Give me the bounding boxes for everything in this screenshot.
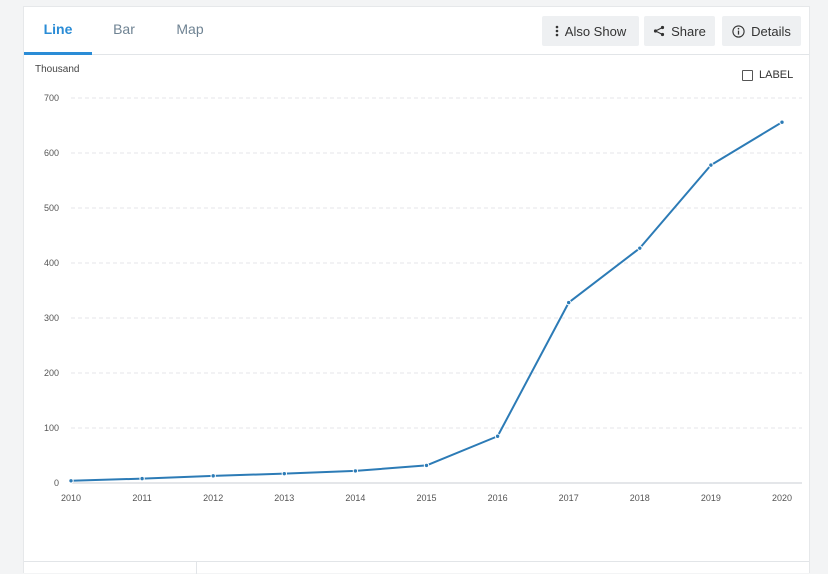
vertical-ellipsis-icon <box>555 25 559 37</box>
data-point <box>779 119 785 125</box>
data-point <box>566 299 572 306</box>
tab-bar-label: Bar <box>113 21 135 37</box>
series-line <box>70 121 783 482</box>
info-icon <box>732 24 745 38</box>
active-tab-indicator <box>24 52 92 55</box>
tab-map[interactable]: Map <box>162 7 218 54</box>
y-tick-label: 600 <box>44 148 59 158</box>
x-tick-label: 2020 <box>772 493 792 503</box>
share-label: Share <box>671 23 706 39</box>
data-point <box>281 470 287 477</box>
tab-line-label: Line <box>43 21 73 37</box>
y-tick-label: 300 <box>44 313 59 323</box>
also-show-label: Also Show <box>564 23 627 39</box>
data-point <box>352 468 359 474</box>
x-tick-label: 2012 <box>203 493 223 503</box>
y-tick-label: 200 <box>44 368 59 378</box>
details-label: Details <box>751 23 791 39</box>
data-point <box>68 478 74 484</box>
data-point <box>139 475 145 482</box>
y-tick-label: 500 <box>44 203 59 213</box>
chart-type-tabs: Line Bar Map Also Show <box>24 7 809 55</box>
x-tick-label: 2015 <box>416 493 436 503</box>
line-chart: 0 100 200 300 400 500 600 700 2010 2011 2012 2013 20… <box>44 93 802 503</box>
data-point <box>637 245 643 251</box>
data-point <box>708 162 714 168</box>
label-toggle[interactable]: LABEL <box>742 69 793 81</box>
footer-divider <box>24 561 809 562</box>
also-show-button[interactable]: Also Show <box>542 16 639 46</box>
x-tick-label: 2011 <box>132 493 151 503</box>
x-tick-label: 2014 <box>345 493 365 503</box>
x-tick-label: 2018 <box>630 493 650 503</box>
y-axis-unit-label: Thousand <box>35 64 80 75</box>
data-point <box>494 433 501 439</box>
tab-line[interactable]: Line <box>24 7 92 55</box>
tab-map-label: Map <box>176 21 204 37</box>
details-button[interactable]: Details <box>722 16 801 46</box>
tab-bar[interactable]: Bar <box>96 7 152 54</box>
label-toggle-text: LABEL <box>759 69 794 81</box>
y-tick-label: 400 <box>44 258 59 268</box>
y-tick-label: 100 <box>44 423 59 433</box>
x-tick-label: 2010 <box>61 493 81 503</box>
x-tick-label: 2016 <box>488 493 508 503</box>
share-button[interactable]: Share <box>644 16 715 46</box>
x-tick-label: 2013 <box>274 493 294 503</box>
footer-separator <box>196 562 197 574</box>
y-tick-label: 700 <box>44 93 59 103</box>
data-point <box>210 473 216 479</box>
data-point <box>423 462 430 469</box>
label-checkbox[interactable] <box>742 69 753 81</box>
x-tick-label: 2019 <box>701 493 721 503</box>
share-icon <box>653 25 665 37</box>
chart-panel: Line Bar Map Also Show <box>23 6 810 574</box>
x-tick-label: 2017 <box>559 493 579 503</box>
y-tick-label: 0 <box>54 478 59 488</box>
